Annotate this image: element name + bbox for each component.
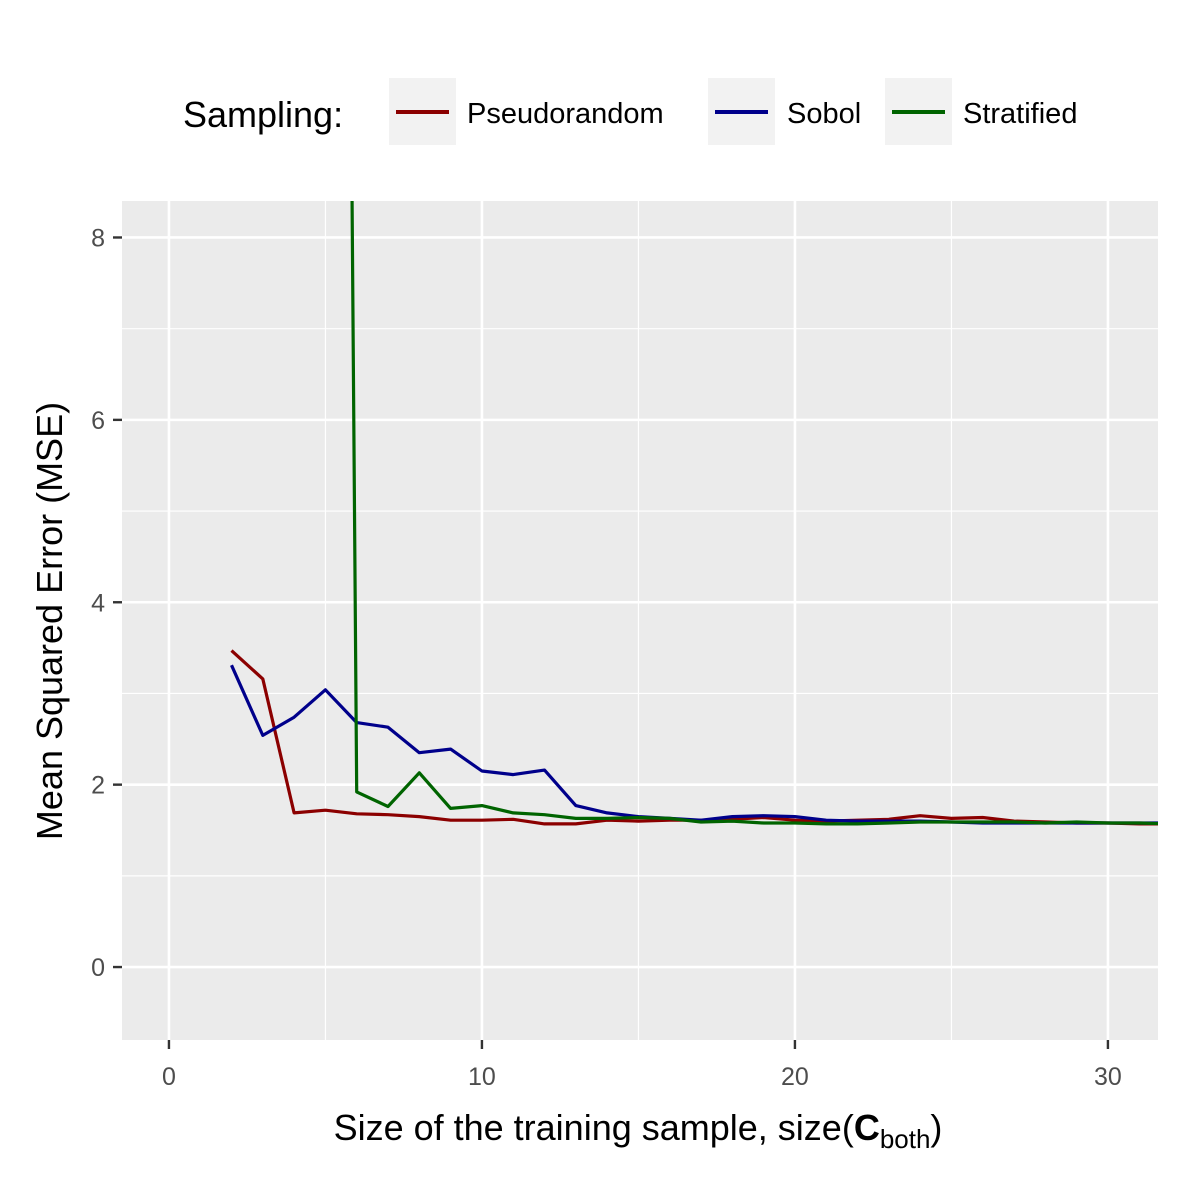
x-axis: 0 10 20 30 [162, 1040, 1122, 1091]
y-tick-label: 0 [91, 954, 105, 982]
x-axis-title-main: C [854, 1107, 880, 1148]
x-axis-title-subscript: both [880, 1124, 931, 1154]
series-line-stratified [350, 201, 1158, 826]
legend-label-sobol: Sobol [787, 98, 861, 130]
legend-title: Sampling: [183, 94, 343, 135]
legend-item-sobol: Sobol [708, 78, 861, 145]
legend-item-stratified: Stratified [885, 78, 1077, 145]
x-tick-label: 10 [468, 1063, 496, 1091]
y-axis-title: Mean Squared Error (MSE) [29, 402, 70, 840]
y-tick-label: 6 [91, 407, 105, 435]
x-axis-title: Size of the training sample, size(Cboth) [334, 1107, 943, 1154]
series-layer [230, 201, 1158, 826]
y-tick-label: 4 [91, 589, 105, 617]
legend: Sampling: Pseudorandom Sobol Stratified [183, 78, 1077, 145]
x-tick-label: 0 [162, 1063, 176, 1091]
x-tick-label: 30 [1094, 1063, 1122, 1091]
legend-item-pseudorandom: Pseudorandom [389, 78, 664, 145]
y-axis: 0 2 4 6 8 [91, 224, 122, 982]
x-axis-title-suffix: ) [930, 1107, 942, 1148]
grid-major [122, 201, 1158, 1040]
y-tick-label: 8 [91, 224, 105, 252]
legend-label-stratified: Stratified [963, 98, 1077, 130]
grid-minor [122, 201, 1158, 1040]
x-axis-title-prefix: Size of the training sample, size( [334, 1107, 854, 1148]
y-tick-label: 2 [91, 772, 105, 800]
x-tick-label: 20 [781, 1063, 809, 1091]
legend-label-pseudorandom: Pseudorandom [467, 98, 664, 130]
plot-panel [122, 201, 1158, 1040]
